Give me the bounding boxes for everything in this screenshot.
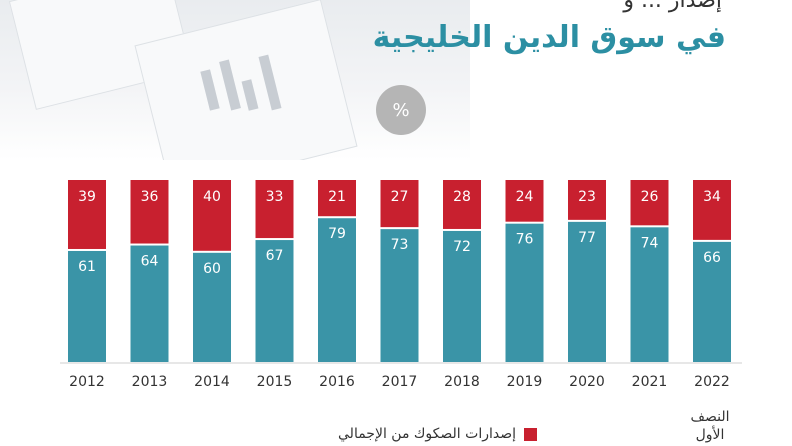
bar-sukuk-2014 (193, 180, 231, 251)
unit-badge: % (376, 85, 426, 135)
title-partial: إصدار ... و (623, 0, 722, 13)
label-other-2016: 79 (328, 226, 346, 242)
label-other-2021: 74 (641, 235, 659, 251)
bar-other-2022 (693, 241, 731, 362)
bar-other-2021 (630, 227, 669, 362)
tick-label-2013: 2013 (132, 374, 168, 390)
label-other-2017: 73 (391, 237, 409, 253)
tick-label-2015: 2015 (257, 374, 293, 390)
bar-sukuk-2018 (443, 180, 481, 229)
label-sukuk-2017: 27 (391, 189, 409, 205)
tick-label-2022: 2022 (694, 374, 730, 390)
tick-label-2019: 2019 (507, 374, 543, 390)
tick-label-2018: 2018 (444, 374, 480, 390)
label-other-2013: 64 (141, 254, 159, 270)
label-other-2022: 66 (703, 250, 721, 266)
bar-other-2013 (130, 245, 169, 362)
chart-title: في سوق الدين الخليجية (372, 20, 726, 55)
bar-sukuk-2015 (255, 180, 294, 239)
bar-other-2015 (255, 240, 294, 362)
tick-label-2012: 2012 (69, 374, 105, 390)
bar-sukuk-2016 (318, 180, 356, 217)
label-sukuk-2018: 28 (453, 189, 471, 205)
bar-other-2017 (380, 229, 419, 362)
legend-label-sukuk: إصدارات الصكوك من الإجمالي (338, 426, 516, 442)
bar-other-2014 (193, 252, 231, 362)
bar-sukuk-2021 (630, 180, 669, 226)
bar-other-2020 (568, 221, 606, 362)
bar-sukuk-2013 (130, 180, 169, 244)
label-sukuk-2012: 39 (78, 189, 96, 205)
label-sukuk-2020: 23 (578, 189, 596, 205)
label-sukuk-2015: 33 (266, 189, 284, 205)
label-other-2014: 60 (203, 261, 221, 277)
label-other-2018: 72 (453, 239, 471, 255)
tick-label-2014: 2014 (194, 374, 230, 390)
label-other-2019: 76 (516, 232, 534, 248)
bar-other-2016 (318, 218, 356, 362)
tick-label-2017: 2017 (382, 374, 418, 390)
bar-other-2019 (505, 223, 544, 362)
tick-label-2016: 2016 (319, 374, 355, 390)
label-sukuk-2021: 26 (641, 189, 659, 205)
legend: إصدارات الصكوك من الإجمالي (338, 426, 537, 442)
bar-sukuk-2012 (68, 180, 106, 249)
footnote-first-half: النصف الأول (690, 409, 730, 443)
label-sukuk-2013: 36 (141, 189, 159, 205)
label-sukuk-2019: 24 (516, 189, 534, 205)
bar-sukuk-2019 (505, 180, 544, 222)
label-sukuk-2022: 34 (703, 189, 721, 205)
tick-label-2020: 2020 (569, 374, 605, 390)
label-sukuk-2014: 40 (203, 189, 221, 205)
label-sukuk-2016: 21 (328, 189, 346, 205)
bar-other-2012 (68, 250, 106, 362)
label-other-2012: 61 (78, 259, 96, 275)
tick-label-2021: 2021 (632, 374, 668, 390)
bar-other-2018 (443, 230, 481, 362)
label-other-2020: 77 (578, 230, 596, 246)
bar-sukuk-2017 (380, 180, 419, 228)
label-other-2015: 67 (266, 248, 284, 264)
legend-swatch-sukuk (524, 427, 537, 441)
bar-sukuk-2022 (693, 180, 731, 240)
bar-sukuk-2020 (568, 180, 606, 220)
